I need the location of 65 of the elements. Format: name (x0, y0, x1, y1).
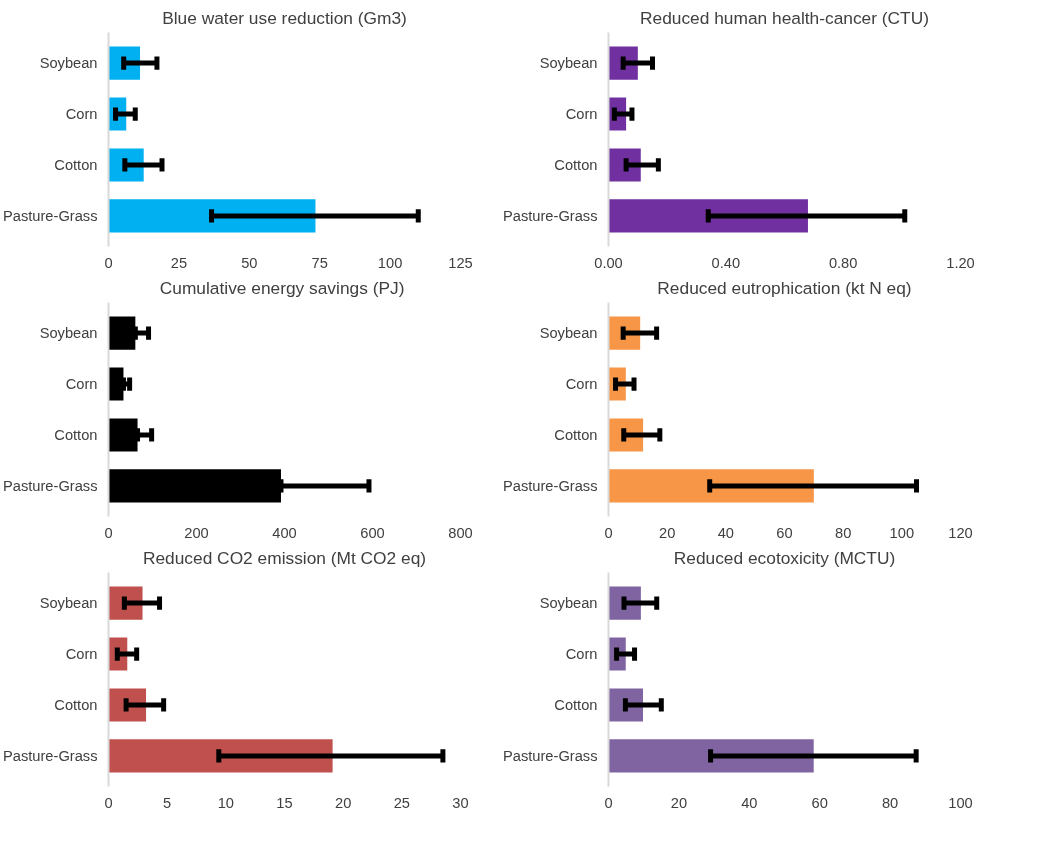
y-tick-label: Cotton (54, 696, 98, 713)
x-tick-label: 0.00 (594, 254, 623, 271)
x-tick-label: 25 (170, 254, 188, 271)
x-tick-label: 0 (604, 794, 613, 811)
x-tick-label: 50 (241, 254, 258, 271)
y-tick-label: Pasture-Grass (503, 747, 598, 764)
x-tick-label: 5 (163, 794, 172, 811)
x-tick-label: 100 (948, 794, 973, 811)
x-tick-label: 75 (311, 254, 328, 271)
x-tick-label: 0.40 (711, 254, 741, 271)
y-tick-label: Cotton (54, 426, 98, 443)
y-tick-label: Corn (565, 376, 598, 393)
y-tick-label: Soybean (539, 595, 598, 612)
chart-title: Reduced human health-cancer (CTU) (640, 7, 929, 28)
x-tick-label: 40 (741, 794, 758, 811)
x-tick-label: 600 (360, 524, 385, 541)
x-tick-label: 60 (776, 524, 793, 541)
y-tick-label: Soybean (39, 325, 98, 342)
y-tick-label: Soybean (39, 55, 98, 72)
x-tick-label: 80 (835, 524, 852, 541)
x-tick-label: 25 (393, 794, 410, 811)
x-tick-label: 0 (104, 794, 113, 811)
x-tick-label: 120 (948, 524, 973, 541)
x-tick-label: 15 (276, 794, 293, 811)
chart-title: Blue water use reduction (Gm3) (162, 7, 407, 28)
y-tick-label: Soybean (539, 55, 598, 72)
x-tick-label: 30 (452, 794, 469, 811)
x-tick-label: 800 (448, 524, 473, 541)
x-tick-label: 400 (272, 524, 297, 541)
x-tick-label: 100 (889, 524, 915, 541)
x-tick-label: 40 (717, 524, 734, 541)
x-tick-label: 1.20 (946, 254, 975, 271)
x-tick-label: 20 (670, 794, 688, 811)
y-tick-label: Soybean (539, 325, 598, 342)
chart-title: Reduced CO2 emission (Mt CO2 eq) (142, 547, 427, 568)
x-tick-label: 100 (377, 254, 403, 271)
x-tick-label: 20 (659, 524, 676, 541)
x-tick-label: 0.80 (828, 254, 858, 271)
x-tick-label: 60 (811, 794, 828, 811)
chart-title: Cumulative energy savings (PJ) (159, 277, 405, 298)
x-tick-label: 10 (217, 794, 234, 811)
x-tick-label: 80 (881, 794, 899, 811)
chart-title: Reduced ecotoxicity (MCTU) (673, 547, 896, 568)
y-tick-label: Corn (65, 376, 98, 393)
y-tick-label: Pasture-Grass (3, 747, 98, 764)
y-tick-label: Pasture-Grass (3, 207, 98, 224)
y-tick-label: Cotton (554, 696, 598, 713)
y-tick-label: Cotton (554, 156, 598, 173)
x-tick-label: 200 (184, 524, 209, 541)
x-tick-label: 20 (335, 794, 352, 811)
x-tick-label: 0 (104, 254, 113, 271)
x-tick-label: 125 (448, 254, 473, 271)
y-tick-label: Corn (65, 106, 98, 123)
y-tick-label: Pasture-Grass (503, 207, 598, 224)
y-tick-label: Corn (565, 106, 598, 123)
y-tick-label: Soybean (39, 595, 98, 612)
y-tick-label: Cotton (54, 156, 98, 173)
y-tick-label: Corn (565, 646, 598, 663)
x-tick-label: 0 (604, 524, 613, 541)
x-tick-label: 0 (104, 524, 113, 541)
y-tick-label: Corn (65, 646, 98, 663)
chart-title: Reduced eutrophication (kt N eq) (657, 277, 912, 298)
y-tick-label: Pasture-Grass (503, 477, 598, 494)
y-tick-label: Pasture-Grass (3, 477, 98, 494)
y-tick-label: Cotton (554, 426, 598, 443)
